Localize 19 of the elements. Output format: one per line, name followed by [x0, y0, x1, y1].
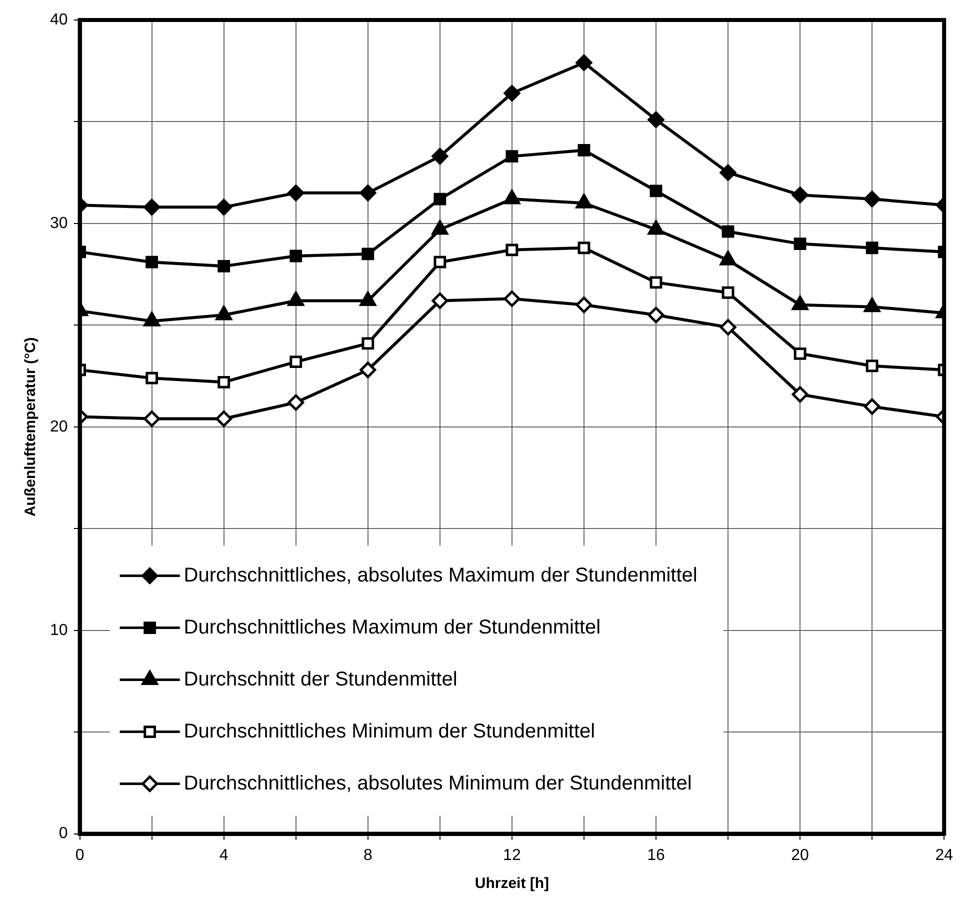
y-axis-title: Außenlufttemperatur (°C)	[22, 337, 40, 517]
y-tick-label: 20	[50, 418, 68, 436]
y-tick-label: 0	[58, 825, 68, 842]
legend-label: Durchschnittliches Minimum der Stundenmittel	[184, 720, 596, 742]
x-axis-title: Uhrzeit [h]	[474, 875, 550, 892]
x-tick-label: 8	[363, 846, 372, 864]
x-tick-label: 12	[503, 846, 521, 864]
y-tick-label: 10	[50, 622, 68, 639]
x-tick-label: 16	[647, 846, 665, 864]
legend-label: Durchschnitt der Stundenmittel	[184, 668, 458, 690]
x-tick-label: 4	[219, 846, 228, 864]
legend-label: Durchschnittliches, absolutes Minimum der Stundenmittel	[184, 772, 692, 794]
x-tick-label: 20	[791, 846, 810, 864]
legend-label: Durchschnittliches Maximum der Stundenmittel	[184, 616, 601, 638]
x-tick-label: 24	[935, 846, 954, 864]
y-tick-label: 30	[50, 214, 68, 232]
x-tick-label: 0	[75, 846, 84, 864]
y-tick-label: 40	[50, 11, 68, 28]
legend-label: Durchschnittliches, absolutes Maximum der Stundenmittel	[184, 564, 698, 586]
